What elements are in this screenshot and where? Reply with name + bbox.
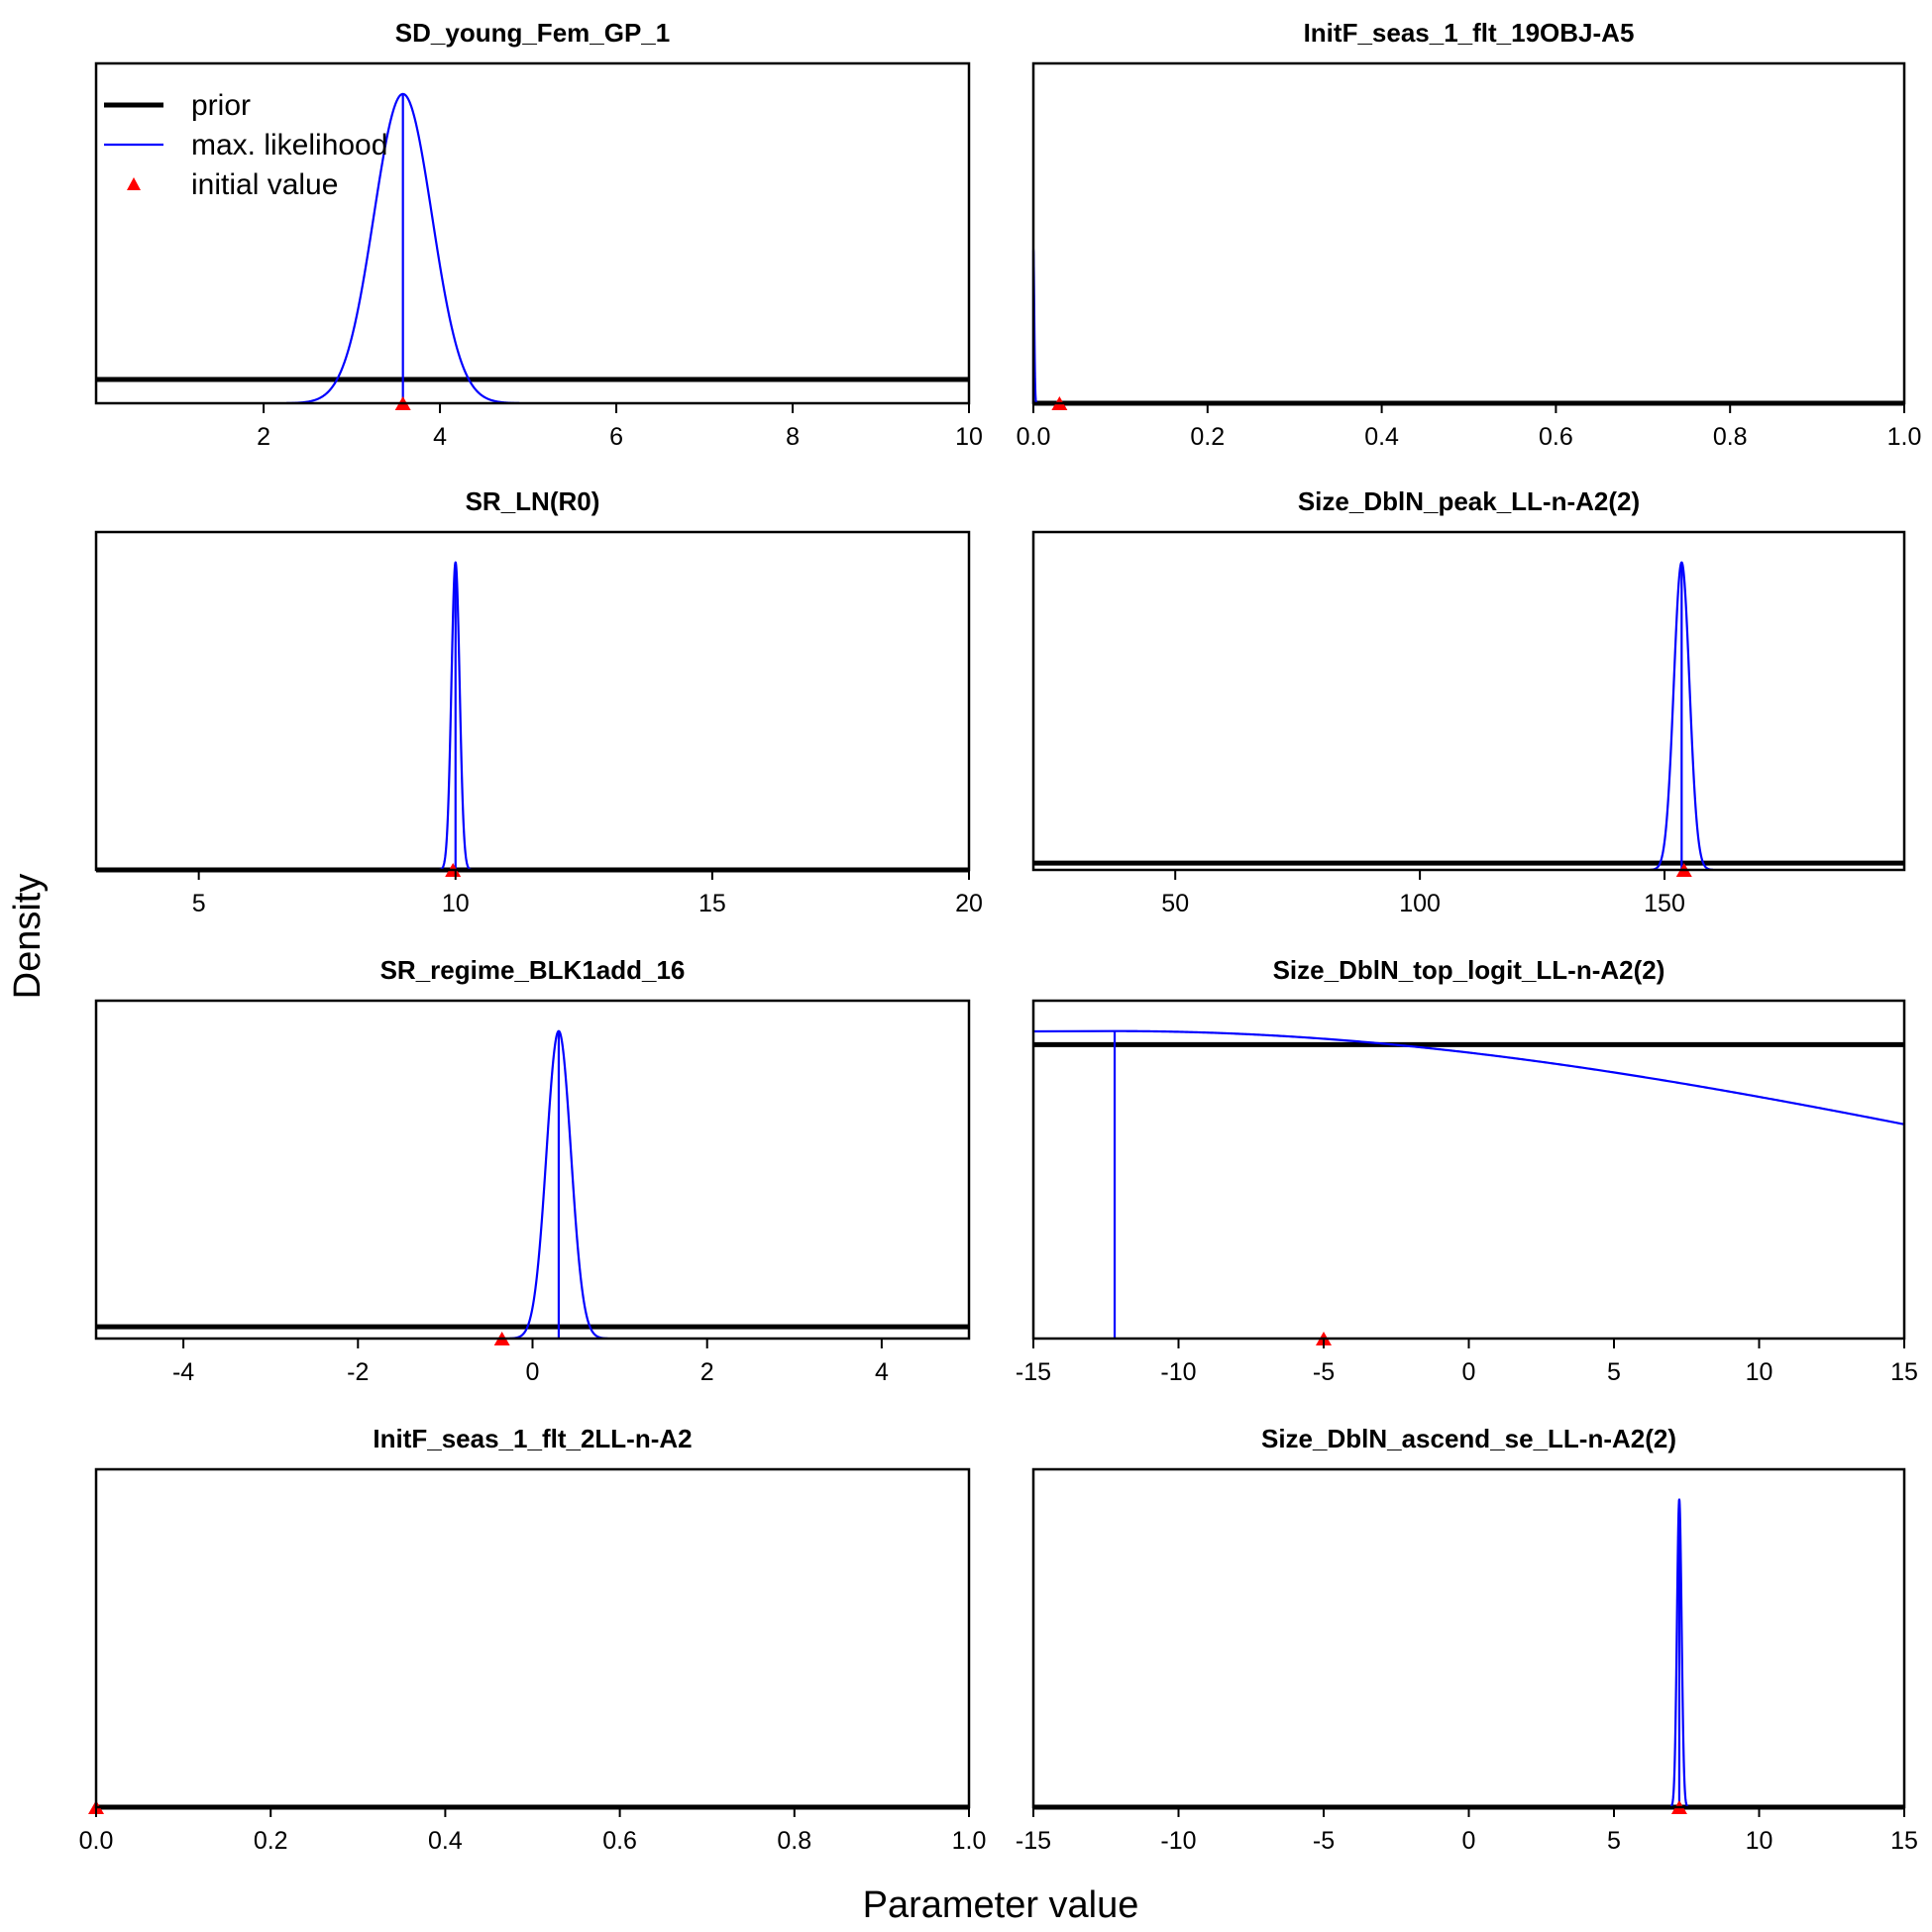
x-tick-label: 0.8 bbox=[777, 1827, 811, 1855]
x-tick-label: -5 bbox=[1313, 1827, 1335, 1855]
panel-title: Size_DblN_ascend_se_LL-n-A2(2) bbox=[1261, 1424, 1676, 1453]
x-tick-label: 2 bbox=[700, 1358, 714, 1386]
panel-frame bbox=[1031, 61, 1906, 405]
x-tick-label: 0.2 bbox=[1190, 423, 1225, 451]
x-tick-label: 10 bbox=[442, 890, 470, 917]
legend-label: max. likelihood bbox=[191, 129, 387, 161]
mle-density-curve bbox=[1032, 1029, 1905, 1126]
legend-item-prior: prior bbox=[104, 89, 251, 122]
legend-item-initial-value: initial value bbox=[127, 168, 338, 201]
panel-title: SR_regime_BLK1add_16 bbox=[380, 955, 686, 985]
legend: prior max. likelihood initial value bbox=[104, 89, 387, 201]
panel-title: InitF_seas_1_flt_2LL-n-A2 bbox=[373, 1424, 692, 1453]
x-tick-label: 0 bbox=[1462, 1827, 1476, 1855]
x-tick-label: 10 bbox=[1746, 1358, 1773, 1386]
panel-frame bbox=[94, 1467, 971, 1809]
panel-title: Size_DblN_peak_LL-n-A2(2) bbox=[1298, 486, 1640, 516]
panels: SD_young_Fem_GP_1 2 4 6 8 10 InitF_seas_1_flt_… bbox=[79, 18, 1922, 1855]
x-tick-label: 4 bbox=[875, 1358, 889, 1386]
x-tick-label: -5 bbox=[1313, 1358, 1335, 1386]
x-tick-label: 10 bbox=[1746, 1827, 1773, 1855]
x-tick-label: 5 bbox=[1607, 1358, 1621, 1386]
x-tick-label: 6 bbox=[609, 423, 623, 451]
x-tick-label: 15 bbox=[1890, 1358, 1918, 1386]
x-tick-label: 50 bbox=[1161, 890, 1189, 917]
panel-1: SD_young_Fem_GP_1 2 4 6 8 10 bbox=[94, 18, 983, 451]
panel-5: SR_regime_BLK1add_16 -4 -2 0 2 4 bbox=[94, 955, 971, 1386]
x-tick-label: 100 bbox=[1399, 890, 1441, 917]
x-tick-label: 8 bbox=[786, 423, 800, 451]
legend-label: prior bbox=[191, 89, 251, 122]
panel-6: Size_DblN_top_logit_LL-n-A2(2) -15 -10 -5 0 5… bbox=[1016, 955, 1918, 1386]
x-tick-label: 15 bbox=[1890, 1827, 1918, 1855]
x-tick-label: 5 bbox=[192, 890, 206, 917]
x-tick-label: 20 bbox=[955, 890, 983, 917]
x-tick-label: 15 bbox=[698, 890, 726, 917]
x-tick-label: 0.0 bbox=[1017, 423, 1051, 451]
panel-title: Size_DblN_top_logit_LL-n-A2(2) bbox=[1273, 955, 1665, 985]
x-tick-label: 0 bbox=[526, 1358, 540, 1386]
x-tick-label: -15 bbox=[1016, 1827, 1051, 1855]
panel-2: InitF_seas_1_flt_19OBJ-A5 0.0 0.2 0.4 0.6 0.8… bbox=[1017, 18, 1922, 451]
x-tick-label: 0.6 bbox=[1539, 423, 1573, 451]
x-tick-label: 10 bbox=[955, 423, 983, 451]
legend-swatch-initial bbox=[127, 177, 141, 190]
x-tick-label: 0.8 bbox=[1713, 423, 1748, 451]
x-tick-label: -10 bbox=[1160, 1358, 1196, 1386]
panel-title: SD_young_Fem_GP_1 bbox=[395, 18, 670, 48]
x-tick-label: -2 bbox=[347, 1358, 369, 1386]
panel-title: SR_LN(R0) bbox=[466, 486, 600, 516]
x-axis-label: Parameter value bbox=[863, 1884, 1139, 1926]
x-tick-label: -10 bbox=[1160, 1827, 1196, 1855]
panel-8: Size_DblN_ascend_se_LL-n-A2(2) -15 -10 -5 0 5… bbox=[1016, 1424, 1918, 1855]
x-tick-label: 1.0 bbox=[1887, 423, 1922, 451]
x-tick-label: 0.0 bbox=[79, 1827, 114, 1855]
x-tick-label: 150 bbox=[1644, 890, 1685, 917]
panel-frame bbox=[1031, 530, 1906, 872]
x-tick-label: 0.6 bbox=[602, 1827, 637, 1855]
panel-3: SR_LN(R0) 5 10 15 20 bbox=[94, 486, 983, 917]
y-axis-label: Density bbox=[7, 874, 49, 1000]
panel-frame bbox=[1031, 1467, 1906, 1809]
panel-frame bbox=[1031, 999, 1906, 1341]
panel-7: InitF_seas_1_flt_2LL-n-A2 0.0 0.2 0.4 0.6 0.8… bbox=[79, 1424, 987, 1855]
x-tick-label: 4 bbox=[433, 423, 447, 451]
x-tick-label: -15 bbox=[1016, 1358, 1051, 1386]
panel-4: Size_DblN_peak_LL-n-A2(2) 50 100 150 bbox=[1031, 486, 1906, 917]
x-tick-label: 0 bbox=[1462, 1358, 1476, 1386]
x-tick-label: 0.4 bbox=[428, 1827, 463, 1855]
legend-label: initial value bbox=[191, 168, 338, 201]
panel-title: InitF_seas_1_flt_19OBJ-A5 bbox=[1304, 18, 1635, 48]
panel-frame bbox=[94, 530, 971, 872]
x-tick-label: 2 bbox=[257, 423, 270, 451]
x-tick-label: 0.4 bbox=[1364, 423, 1399, 451]
x-tick-label: 1.0 bbox=[952, 1827, 987, 1855]
panel-frame bbox=[94, 61, 971, 405]
x-tick-label: 0.2 bbox=[254, 1827, 288, 1855]
x-tick-label: -4 bbox=[172, 1358, 194, 1386]
panel-frame bbox=[94, 999, 971, 1341]
x-tick-label: 5 bbox=[1607, 1827, 1621, 1855]
legend-item-max-likelihood: max. likelihood bbox=[104, 129, 387, 161]
